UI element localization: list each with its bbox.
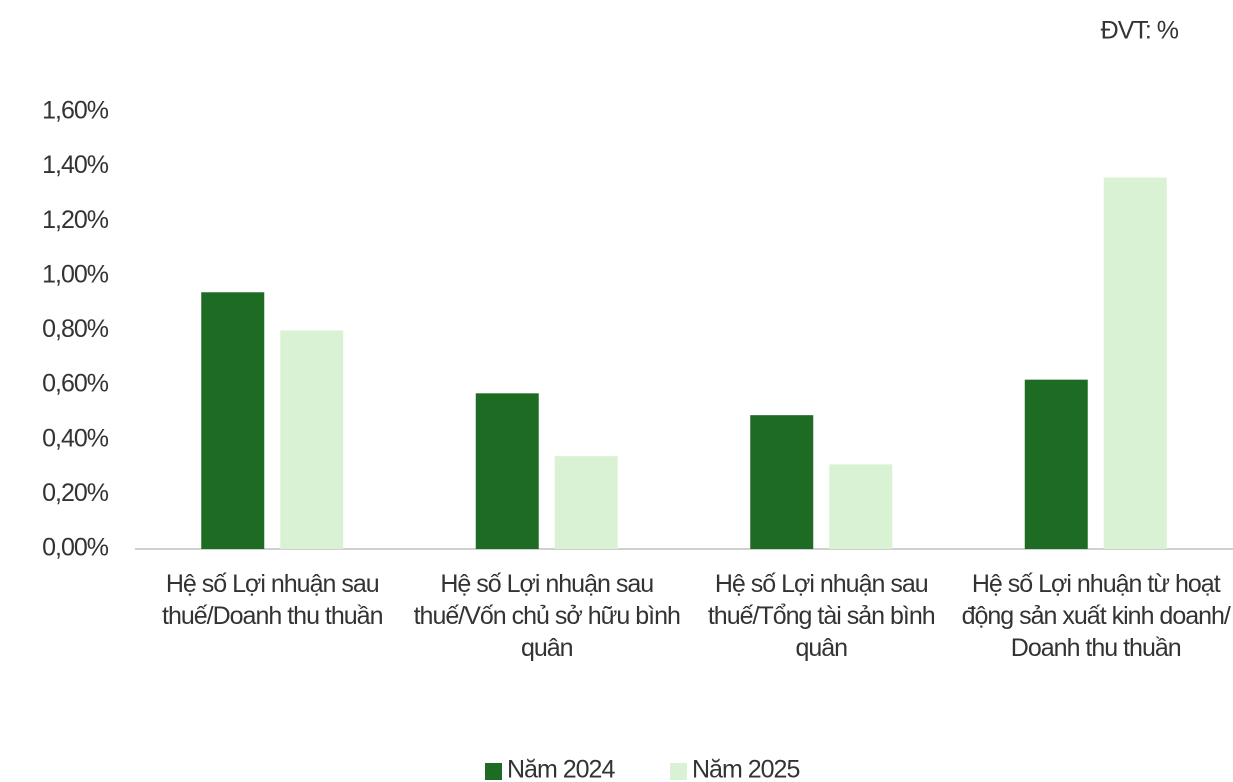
y-tick-label: 0,20%	[42, 479, 109, 507]
legend-swatch	[670, 763, 687, 780]
bar	[829, 464, 893, 549]
legend-label: Năm 2024	[507, 756, 615, 782]
y-tick-label: 0,00%	[42, 534, 109, 562]
x-tick-label: Hệ số Lợi nhuận sau thuế/Tổng tài sản bì…	[707, 570, 936, 662]
y-tick-label: 1,40%	[42, 151, 109, 179]
unit-label: ĐVT: %	[1101, 17, 1179, 45]
x-tick-label: Hệ số Lợi nhuận sau thuế/Doanh thu thuần	[162, 570, 383, 630]
bar	[1103, 177, 1167, 550]
bar	[750, 415, 814, 549]
y-tick-label: 0,40%	[42, 424, 109, 452]
y-tick-label: 1,60%	[42, 97, 109, 125]
legend-swatch	[485, 763, 502, 780]
y-tick-label: 1,20%	[42, 206, 109, 234]
y-tick-label: 0,80%	[42, 315, 109, 343]
x-tick-label: Hệ số Lợi nhuận từ hoạt động sản xuất ki…	[961, 570, 1231, 662]
x-tick-label: Hệ số Lợi nhuận sau thuế/Vốn chủ sở hữu …	[413, 570, 681, 662]
bar	[280, 330, 344, 549]
bar	[1024, 379, 1088, 549]
bar	[201, 292, 265, 549]
legend-label: Năm 2025	[692, 756, 799, 782]
bar	[554, 456, 618, 549]
y-tick-label: 1,00%	[42, 260, 109, 288]
y-tick-label: 0,60%	[42, 370, 109, 398]
bar	[475, 393, 539, 549]
